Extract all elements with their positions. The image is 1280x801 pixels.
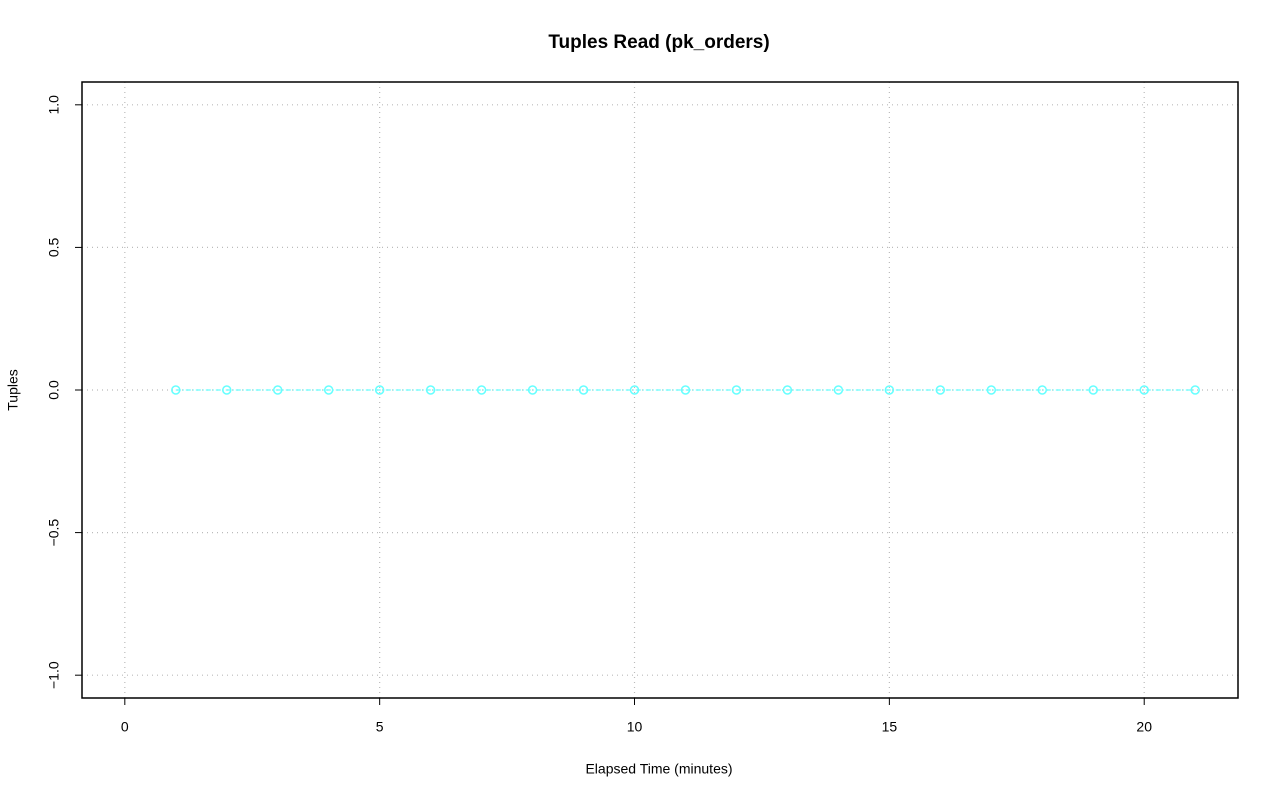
point	[986, 385, 997, 395]
point	[171, 385, 181, 395]
y-tick-label: −0.5	[46, 519, 62, 547]
point	[476, 385, 487, 395]
point	[782, 385, 793, 395]
point	[1037, 385, 1048, 395]
x-tick-label: 15	[882, 719, 898, 735]
y-axis-label: Tuples	[5, 369, 21, 411]
point	[731, 385, 742, 395]
y-tick-label: 1.0	[46, 95, 62, 115]
x-tick-label: 10	[627, 719, 643, 735]
point	[425, 385, 436, 395]
point	[222, 385, 232, 395]
point	[833, 385, 844, 395]
y-tick-label: 0.0	[46, 380, 62, 400]
point	[1139, 385, 1149, 395]
x-tick-label: 5	[376, 719, 384, 735]
point	[1088, 385, 1098, 395]
chart-title: Tuples Read (pk_orders)	[548, 32, 769, 53]
point	[272, 385, 283, 395]
y-tick-label: 0.5	[46, 237, 62, 257]
point	[629, 385, 640, 395]
point	[680, 385, 691, 395]
x-tick-label: 20	[1136, 719, 1152, 735]
x-tick-label: 0	[121, 719, 129, 735]
x-axis-label: Elapsed Time (minutes)	[585, 761, 732, 777]
point	[323, 385, 334, 395]
point	[527, 385, 538, 395]
point	[884, 385, 895, 395]
point	[374, 385, 385, 395]
y-tick-label: −1.0	[46, 661, 62, 689]
point	[578, 385, 589, 395]
point	[935, 385, 946, 395]
plot-frame	[81, 81, 1239, 699]
point	[1190, 385, 1200, 395]
